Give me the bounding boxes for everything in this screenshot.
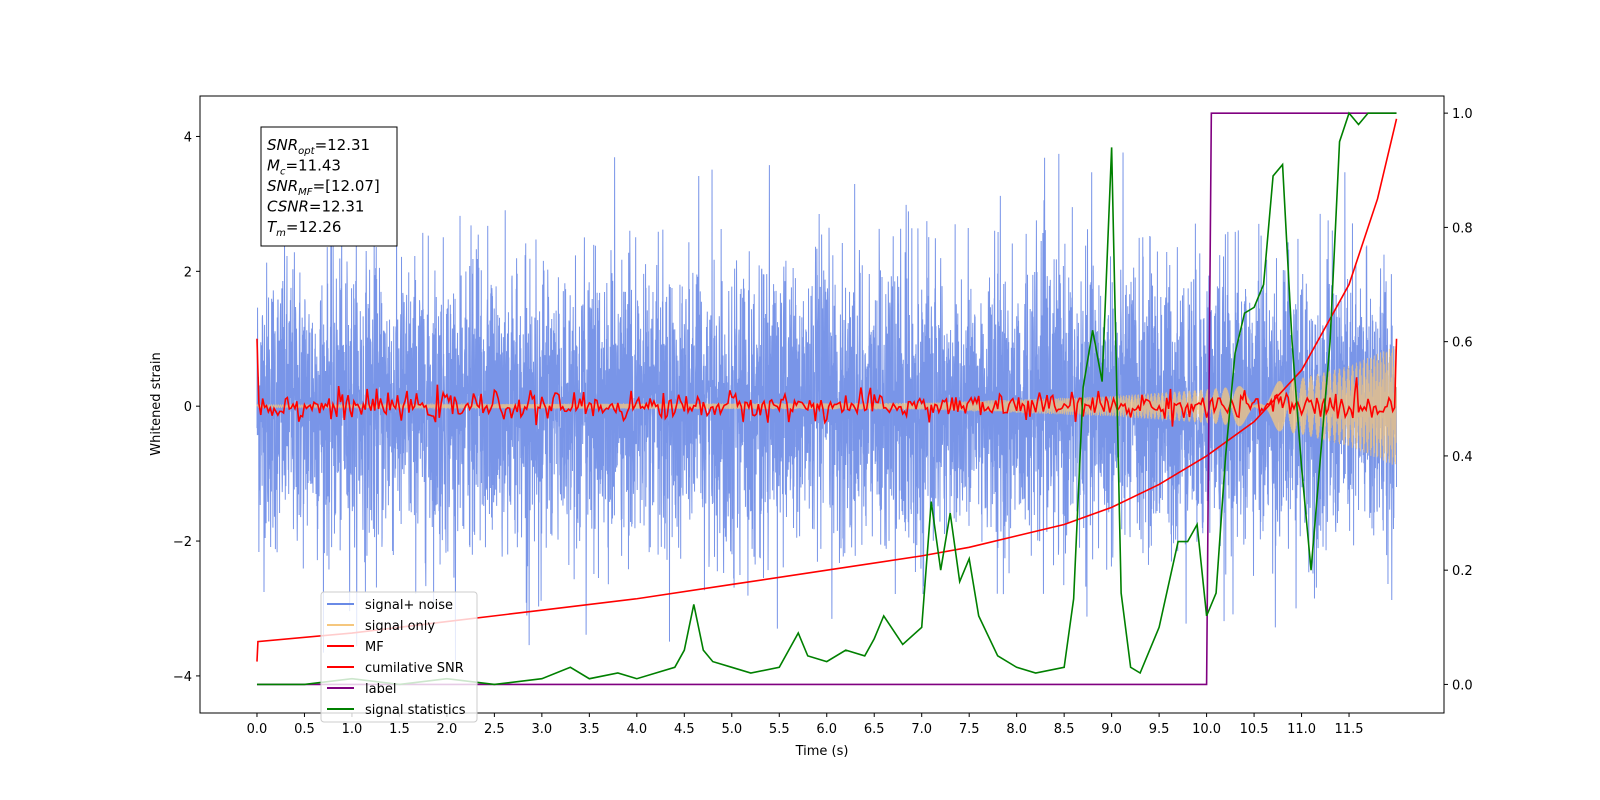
y-tick-label: 2 (184, 265, 192, 280)
x-tick-label: 8.0 (1006, 722, 1027, 737)
y-tick-label: 0 (184, 400, 192, 415)
x-tick-label: 9.0 (1101, 722, 1122, 737)
x-tick-label: 9.5 (1149, 722, 1170, 737)
info-line: Mc=11.43 (267, 157, 341, 178)
y-right-tick-label: 0.6 (1452, 336, 1473, 351)
x-tick-label: 5.0 (721, 722, 742, 737)
legend-label: signal+ noise (365, 598, 453, 613)
x-tick-label: 0.0 (247, 722, 268, 737)
series-mf (256, 338, 1398, 427)
info-line: Tm=12.26 (267, 218, 341, 239)
legend-label: signal statistics (365, 703, 466, 718)
x-tick-label: 11.0 (1287, 722, 1316, 737)
x-tick-label: 8.5 (1054, 722, 1075, 737)
x-tick-label: 7.5 (959, 722, 980, 737)
info-box-frame (260, 126, 398, 247)
x-tick-label: 0.5 (294, 722, 315, 737)
x-tick-label: 4.5 (674, 722, 695, 737)
x-tick-label: 2.0 (437, 722, 458, 737)
series-label (256, 112, 1397, 686)
x-tick-label: 5.5 (769, 722, 790, 737)
legend-label: cumilative SNR (365, 661, 464, 676)
y-right-tick-label: 1.0 (1452, 107, 1473, 122)
y-tick-label: −2 (173, 535, 192, 550)
info-line: CSNR=12.31 (267, 198, 364, 216)
x-tick-label: 4.0 (626, 722, 647, 737)
info-box: SNRopt=12.31Mc=11.43SNRMF=[12.07]CSNR=12… (260, 126, 398, 247)
x-tick-label: 3.0 (532, 722, 553, 737)
x-tick-label: 6.5 (864, 722, 885, 737)
x-tick-label: 11.5 (1335, 722, 1364, 737)
x-tick-label: 10.5 (1240, 722, 1269, 737)
y-right-tick-label: 0.4 (1452, 450, 1473, 465)
legend-label: signal only (365, 619, 435, 634)
legend-frame (320, 591, 478, 723)
legend-label: MF (365, 640, 384, 655)
x-tick-label: 7.0 (911, 722, 932, 737)
y-right-tick-label: 0.8 (1452, 221, 1473, 236)
legend: signal+ noise signal only MF cumilative SNR… (320, 591, 478, 723)
x-tick-label: 1.0 (342, 722, 363, 737)
y-right-tick-label: 0.2 (1452, 564, 1473, 579)
x-tick-label: 3.5 (579, 722, 600, 737)
info-line: SNRMF=[12.07] (267, 177, 380, 198)
y-axis-label: Whitened strain (149, 352, 164, 455)
series-signal-only (256, 346, 1398, 465)
x-axis-label: Time (s) (795, 744, 849, 759)
x-tick-label: 10.0 (1192, 722, 1221, 737)
legend-label: label (365, 682, 396, 697)
x-axis: 0.0 0.5 1.0 1.5 2.0 2.5 3.0 3.5 4.0 4.5 5.0 5.5 6.0 6… (247, 713, 1364, 737)
x-tick-label: 2.5 (484, 722, 505, 737)
x-tick-label: 6.0 (816, 722, 837, 737)
y-right-tick-label: 0.0 (1452, 678, 1473, 693)
plot-frame (199, 95, 1445, 714)
info-line: SNRopt=12.31 (267, 136, 370, 157)
y-axis-left: −4 −2 0 2 4 (173, 130, 200, 685)
series-signal-statistics (256, 111, 1397, 686)
y-axis-right: 0.0 0.2 0.4 0.6 0.8 1.0 (1444, 107, 1473, 693)
x-tick-label: 1.5 (389, 722, 410, 737)
y-tick-label: 4 (184, 130, 192, 145)
y-tick-label: −4 (173, 670, 192, 685)
